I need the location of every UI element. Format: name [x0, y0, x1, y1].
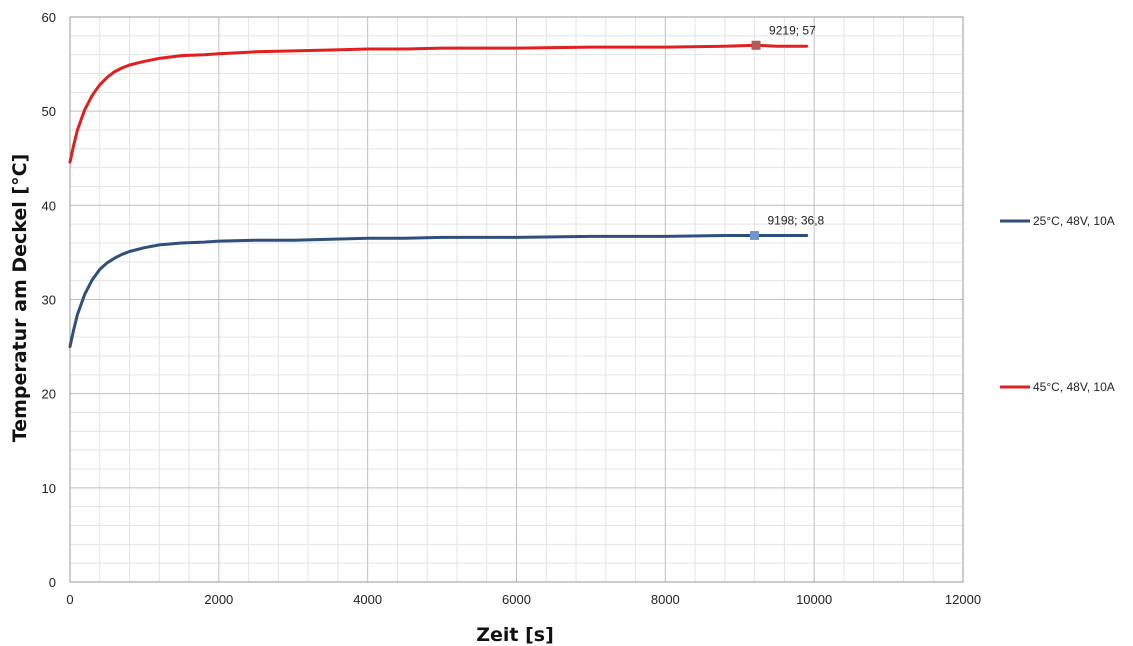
y-tick-label: 10	[42, 481, 56, 496]
y-axis-tick-labels: 0 10 20 30 40 50 60	[42, 10, 56, 590]
y-tick-label: 0	[49, 575, 56, 590]
y-tick-label: 40	[42, 198, 56, 213]
x-tick-label: 4000	[353, 592, 382, 607]
y-tick-label: 20	[42, 387, 56, 402]
annotation-label-1: 9198; 36,8	[767, 213, 824, 227]
annotation-label-2: 9219; 57	[769, 23, 816, 37]
major-gridlines	[69, 16, 964, 583]
legend-label-2: 45°C, 48V, 10A	[1033, 380, 1115, 394]
plot-area-border	[69, 16, 964, 583]
annotation-marker-2	[751, 40, 761, 50]
x-tick-label: 8000	[651, 592, 680, 607]
x-axis-title: Zeit [s]	[476, 624, 554, 646]
y-axis-title: Temperatur am Deckel [°C]	[9, 154, 31, 443]
data-annotations: 9198; 36,8 9219; 57	[749, 23, 825, 240]
x-tick-label: 12000	[945, 592, 981, 607]
x-tick-label: 2000	[204, 592, 233, 607]
y-tick-label: 50	[42, 104, 56, 119]
x-axis-tick-labels: 0 2000 4000 6000 8000 10000 12000	[66, 592, 981, 607]
legend-label-1: 25°C, 48V, 10A	[1033, 214, 1115, 228]
x-tick-label: 6000	[502, 592, 531, 607]
series-line-2	[68, 43, 809, 164]
series-lines	[68, 43, 809, 349]
annotation-marker-1	[749, 230, 759, 240]
x-tick-label: 0	[66, 592, 73, 607]
series-line-1	[68, 234, 809, 349]
legend: 25°C, 48V, 10A 45°C, 48V, 10A	[1000, 214, 1115, 394]
y-tick-label: 60	[42, 10, 56, 25]
x-tick-label: 10000	[796, 592, 832, 607]
y-tick-label: 30	[42, 293, 56, 308]
